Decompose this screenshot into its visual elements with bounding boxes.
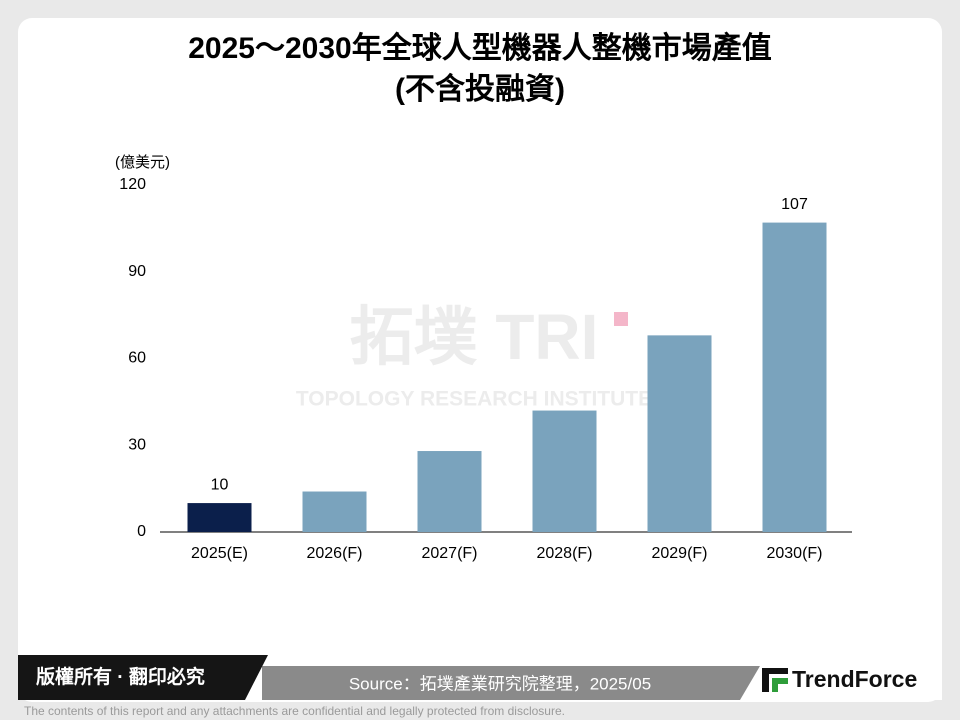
x-tick-label: 2026(F) [306, 545, 362, 562]
rights-text: 版權所有 · 翻印必究 [36, 665, 205, 688]
rights-tab [18, 655, 268, 700]
chart-subtitle: (不含投融資) [395, 72, 565, 106]
bar [762, 222, 827, 532]
source-text: Source：拓墣產業研究院整理，2025/05 [349, 674, 651, 693]
y-tick-label: 90 [128, 263, 146, 280]
x-tick-label: 2025(E) [191, 545, 248, 562]
bar [647, 335, 712, 532]
y-tick-label: 60 [128, 350, 146, 367]
chart-title: 2025～2030年全球人型機器人整機市場產值 [188, 31, 771, 65]
y-axis-unit: (億美元) [115, 154, 170, 171]
watermark-name: TOPOLOGY RESEARCH INSTITUTE [296, 388, 652, 411]
source-band [262, 666, 760, 700]
x-tick-label: 2030(F) [766, 545, 822, 562]
y-tick-label: 120 [119, 176, 146, 193]
bar [187, 503, 252, 532]
disclaimer: The contents of this report and any atta… [24, 704, 565, 718]
bar [532, 410, 597, 532]
y-tick-label: 0 [137, 523, 146, 540]
watermark-dot [614, 312, 628, 326]
x-tick-label: 2028(F) [536, 545, 592, 562]
brand-area [742, 638, 942, 700]
x-tick-label: 2029(F) [651, 545, 707, 562]
brand-name: TrendForce [792, 666, 917, 692]
brand-icon [762, 668, 788, 692]
data-label: 10 [211, 476, 229, 493]
bar [417, 451, 482, 532]
plot: 0 30 60 90 120 2025(E) 10 2026(F) 2027(F) 2028(F)… [119, 176, 827, 562]
x-tick-label: 2027(F) [421, 545, 477, 562]
data-label: 107 [781, 196, 808, 213]
bar [302, 491, 367, 532]
y-tick-label: 30 [128, 436, 146, 453]
watermark-logo: 拓墣 TRI [350, 301, 599, 373]
